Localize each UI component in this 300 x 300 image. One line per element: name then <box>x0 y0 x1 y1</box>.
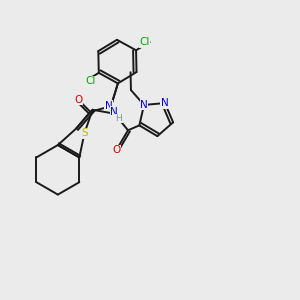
Text: N: N <box>105 101 112 111</box>
Text: O: O <box>112 145 120 155</box>
Text: O: O <box>74 95 82 105</box>
Text: H: H <box>111 106 118 115</box>
Text: S: S <box>81 128 88 138</box>
Text: H: H <box>116 114 122 123</box>
Text: N: N <box>161 98 169 108</box>
Text: N: N <box>110 106 118 117</box>
Text: Cl: Cl <box>140 37 150 47</box>
Text: Cl: Cl <box>85 76 95 86</box>
Text: N: N <box>140 100 148 110</box>
